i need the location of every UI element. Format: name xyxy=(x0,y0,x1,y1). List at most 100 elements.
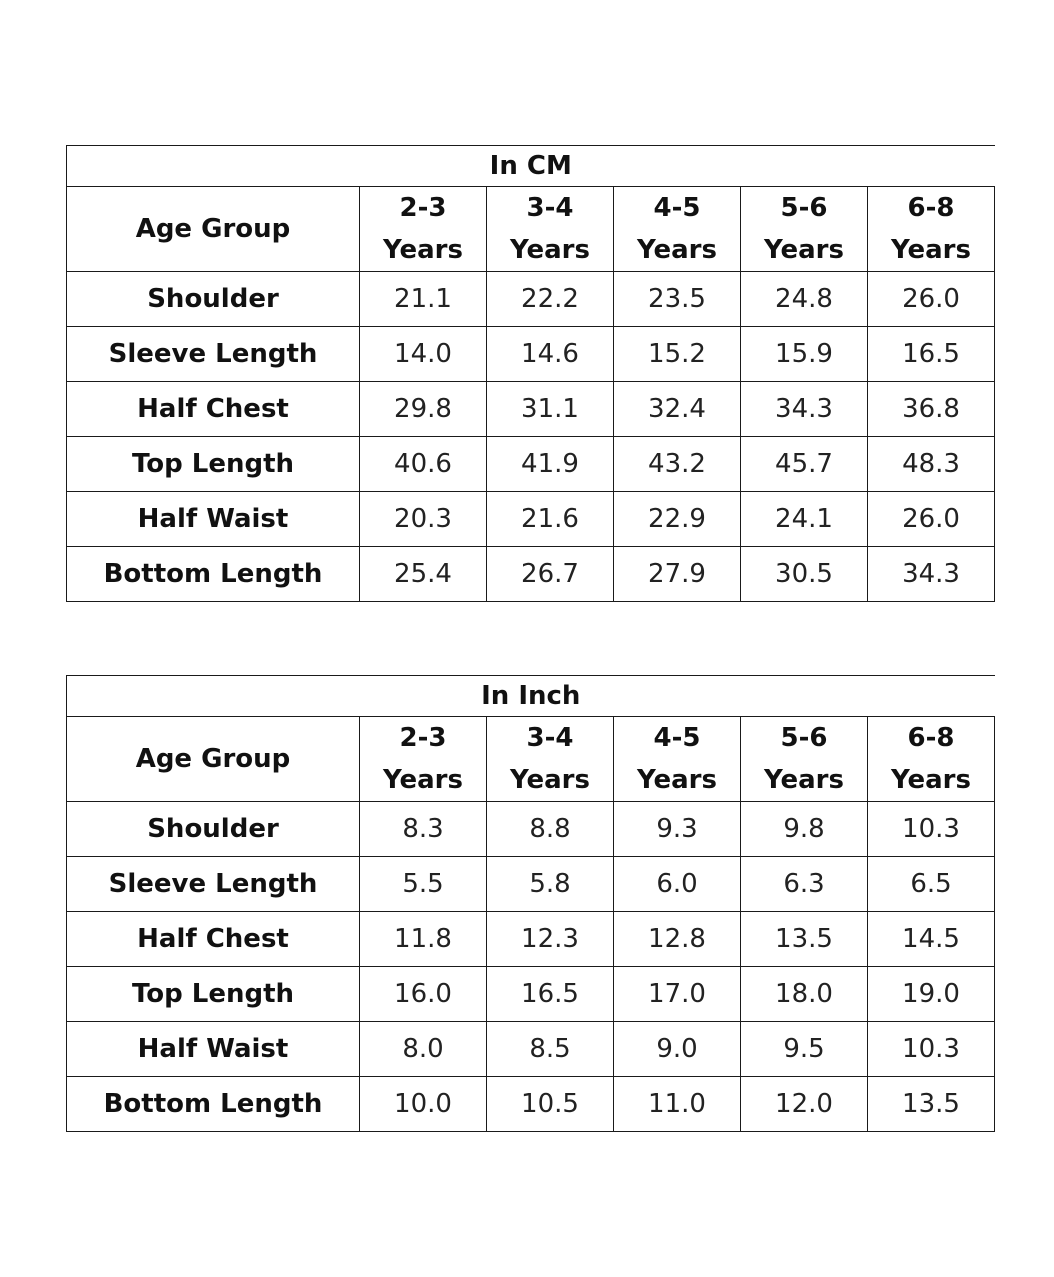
measurement-cell: 14.0 xyxy=(359,326,487,382)
measurement-cell: 45.7 xyxy=(740,436,868,492)
row-label: Half Chest xyxy=(66,911,360,967)
measurement-cell: 5.8 xyxy=(486,856,614,912)
measurement-cell: 8.8 xyxy=(486,801,614,857)
measurement-cell: 6.5 xyxy=(867,856,995,912)
table-row: Top Length 16.0 16.5 17.0 18.0 19.0 xyxy=(66,966,995,1022)
age-column-header: 4-5 Years xyxy=(613,186,741,272)
measurement-cell: 23.5 xyxy=(613,271,741,327)
age-column-header: 3-4 Years xyxy=(486,716,614,802)
measurement-cell: 8.0 xyxy=(359,1021,487,1077)
measurement-cell: 12.8 xyxy=(613,911,741,967)
measurement-cell: 9.5 xyxy=(740,1021,868,1077)
header-row: Age Group 2-3 Years 3-4 Years 4-5 Years 5-6… xyxy=(66,186,996,272)
row-label: Half Chest xyxy=(66,381,360,437)
measurement-cell: 12.0 xyxy=(740,1076,868,1132)
measurement-cell: 11.8 xyxy=(359,911,487,967)
measurement-cell: 36.8 xyxy=(866,381,996,437)
measurement-cell: 11.0 xyxy=(613,1076,741,1132)
measurement-cell: 8.3 xyxy=(359,801,487,857)
measurement-cell: 6.3 xyxy=(740,856,868,912)
measurement-cell: 22.2 xyxy=(486,271,614,327)
measurement-cell: 15.9 xyxy=(740,326,868,382)
table-row: Sleeve Length 5.5 5.8 6.0 6.3 6.5 xyxy=(66,856,995,912)
age-column-header: 4-5 Years xyxy=(613,716,741,802)
age-column-header: 5-6 Years xyxy=(740,716,868,802)
measurement-cell: 13.5 xyxy=(867,1076,995,1132)
table-caption: In Inch xyxy=(66,675,995,717)
measurement-cell: 19.0 xyxy=(867,966,995,1022)
measurement-cell: 10.5 xyxy=(486,1076,614,1132)
age-column-header: 2-3 Years xyxy=(359,716,487,802)
table-row: Shoulder 8.3 8.8 9.3 9.8 10.3 xyxy=(66,801,995,857)
measurement-cell: 10.3 xyxy=(867,1021,995,1077)
row-label: Shoulder xyxy=(66,801,360,857)
measurement-cell: 41.9 xyxy=(486,436,614,492)
measurement-cell: 10.3 xyxy=(867,801,995,857)
measurement-cell: 48.3 xyxy=(866,436,996,492)
measurement-cell: 12.3 xyxy=(486,911,614,967)
measurement-cell: 31.1 xyxy=(486,381,614,437)
measurement-cell: 29.8 xyxy=(359,381,487,437)
size-chart-cm-table: In CM Age Group 2-3 Years 3-4 Years 4-5 Yea… xyxy=(65,145,996,602)
measurement-cell: 25.4 xyxy=(359,546,487,602)
table-row: Bottom Length 25.4 26.7 27.9 30.5 34.3 xyxy=(66,546,996,602)
measurement-cell: 6.0 xyxy=(613,856,741,912)
measurement-cell: 21.6 xyxy=(486,491,614,547)
measurement-cell: 26.0 xyxy=(866,491,996,547)
row-label: Top Length xyxy=(66,436,360,492)
age-column-header: 6-8 Years xyxy=(866,186,996,272)
measurement-cell: 10.0 xyxy=(359,1076,487,1132)
measurement-cell: 30.5 xyxy=(740,546,868,602)
row-label: Bottom Length xyxy=(66,1076,360,1132)
measurement-cell: 9.0 xyxy=(613,1021,741,1077)
age-column-header: 5-6 Years xyxy=(740,186,868,272)
table-row: Shoulder 21.1 22.2 23.5 24.8 26.0 xyxy=(66,271,996,327)
measurement-cell: 15.2 xyxy=(613,326,741,382)
row-label: Sleeve Length xyxy=(66,856,360,912)
row-label: Top Length xyxy=(66,966,360,1022)
measurement-cell: 16.0 xyxy=(359,966,487,1022)
measurement-cell: 43.2 xyxy=(613,436,741,492)
row-label: Sleeve Length xyxy=(66,326,360,382)
measurement-cell: 40.6 xyxy=(359,436,487,492)
measurement-cell: 27.9 xyxy=(613,546,741,602)
table-caption: In CM xyxy=(65,145,995,187)
measurement-cell: 24.8 xyxy=(740,271,868,327)
measurement-cell: 26.0 xyxy=(866,271,996,327)
row-label: Half Waist xyxy=(66,1021,360,1077)
measurement-cell: 14.5 xyxy=(867,911,995,967)
age-group-header: Age Group xyxy=(66,186,360,272)
age-column-header: 2-3 Years xyxy=(359,186,487,272)
table-row: Half Waist 8.0 8.5 9.0 9.5 10.3 xyxy=(66,1021,995,1077)
row-label: Shoulder xyxy=(66,271,360,327)
table-row: Top Length 40.6 41.9 43.2 45.7 48.3 xyxy=(66,436,996,492)
measurement-cell: 24.1 xyxy=(740,491,868,547)
measurement-cell: 21.1 xyxy=(359,271,487,327)
measurement-cell: 26.7 xyxy=(486,546,614,602)
table-row: Half Waist 20.3 21.6 22.9 24.1 26.0 xyxy=(66,491,996,547)
table-row: Bottom Length 10.0 10.5 11.0 12.0 13.5 xyxy=(66,1076,995,1132)
measurement-cell: 20.3 xyxy=(359,491,487,547)
row-label: Half Waist xyxy=(66,491,360,547)
measurement-cell: 8.5 xyxy=(486,1021,614,1077)
table-row: Sleeve Length 14.0 14.6 15.2 15.9 16.5 xyxy=(66,326,996,382)
age-column-header: 3-4 Years xyxy=(486,186,614,272)
measurement-cell: 16.5 xyxy=(866,326,996,382)
measurement-cell: 5.5 xyxy=(359,856,487,912)
measurement-cell: 14.6 xyxy=(486,326,614,382)
measurement-cell: 16.5 xyxy=(486,966,614,1022)
measurement-cell: 17.0 xyxy=(613,966,741,1022)
header-row: Age Group 2-3 Years 3-4 Years 4-5 Years 5-6… xyxy=(66,716,995,802)
size-chart-inch-table: In Inch Age Group 2-3 Years 3-4 Years 4-5 Y… xyxy=(66,675,995,1132)
age-column-header: 6-8 Years xyxy=(867,716,995,802)
table-row: Half Chest 29.8 31.1 32.4 34.3 36.8 xyxy=(66,381,996,437)
measurement-cell: 22.9 xyxy=(613,491,741,547)
measurement-cell: 34.3 xyxy=(740,381,868,437)
measurement-cell: 34.3 xyxy=(866,546,996,602)
age-group-header: Age Group xyxy=(66,716,360,802)
measurement-cell: 18.0 xyxy=(740,966,868,1022)
row-label: Bottom Length xyxy=(66,546,360,602)
measurement-cell: 13.5 xyxy=(740,911,868,967)
table-row: Half Chest 11.8 12.3 12.8 13.5 14.5 xyxy=(66,911,995,967)
measurement-cell: 32.4 xyxy=(613,381,741,437)
